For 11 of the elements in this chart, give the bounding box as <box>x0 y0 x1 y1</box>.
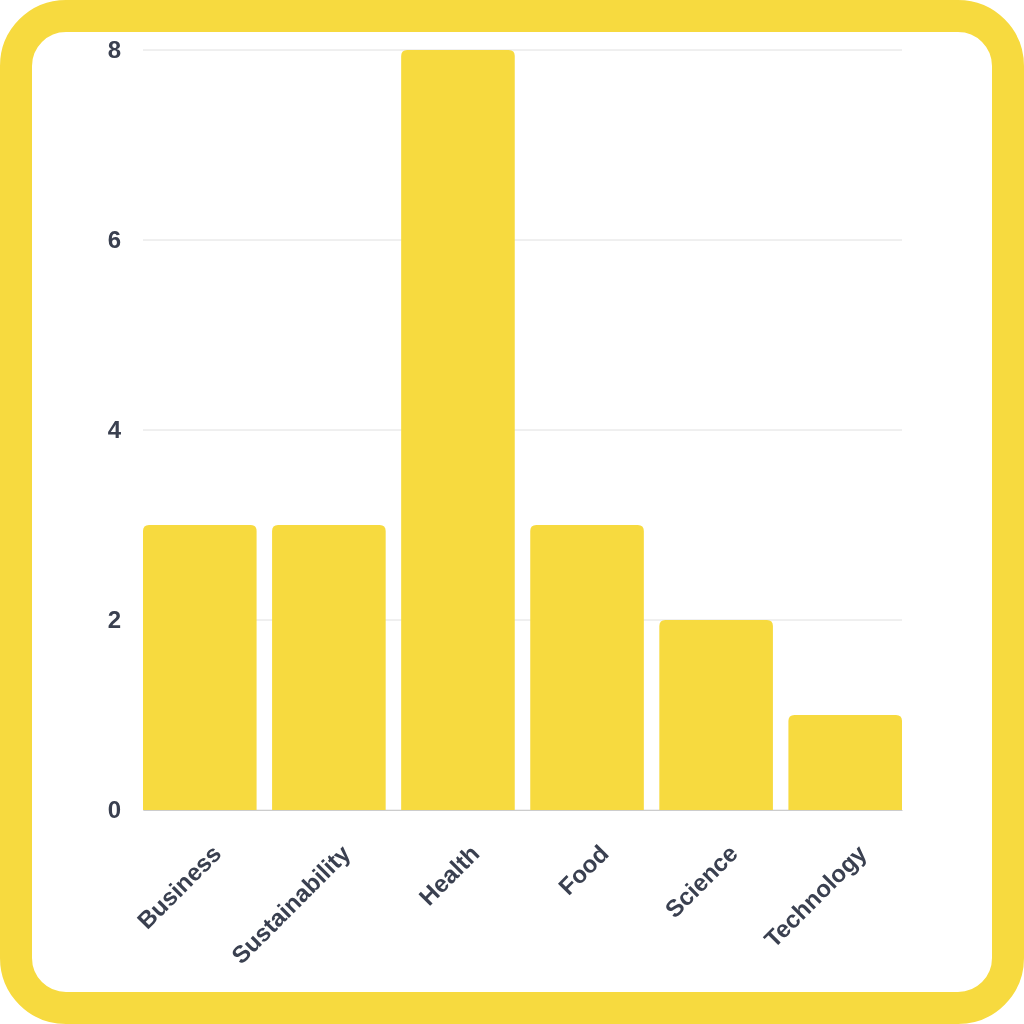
y-tick-label: 8 <box>107 36 121 64</box>
y-tick-label: 6 <box>107 226 121 254</box>
y-tick-label: 2 <box>107 606 121 634</box>
bar <box>659 620 773 810</box>
y-tick-label: 4 <box>107 416 122 444</box>
y-tick-label: 0 <box>107 796 121 824</box>
bar <box>530 525 644 810</box>
bar <box>788 715 902 810</box>
bar <box>272 525 386 810</box>
bar <box>401 50 515 810</box>
bar <box>143 525 257 810</box>
